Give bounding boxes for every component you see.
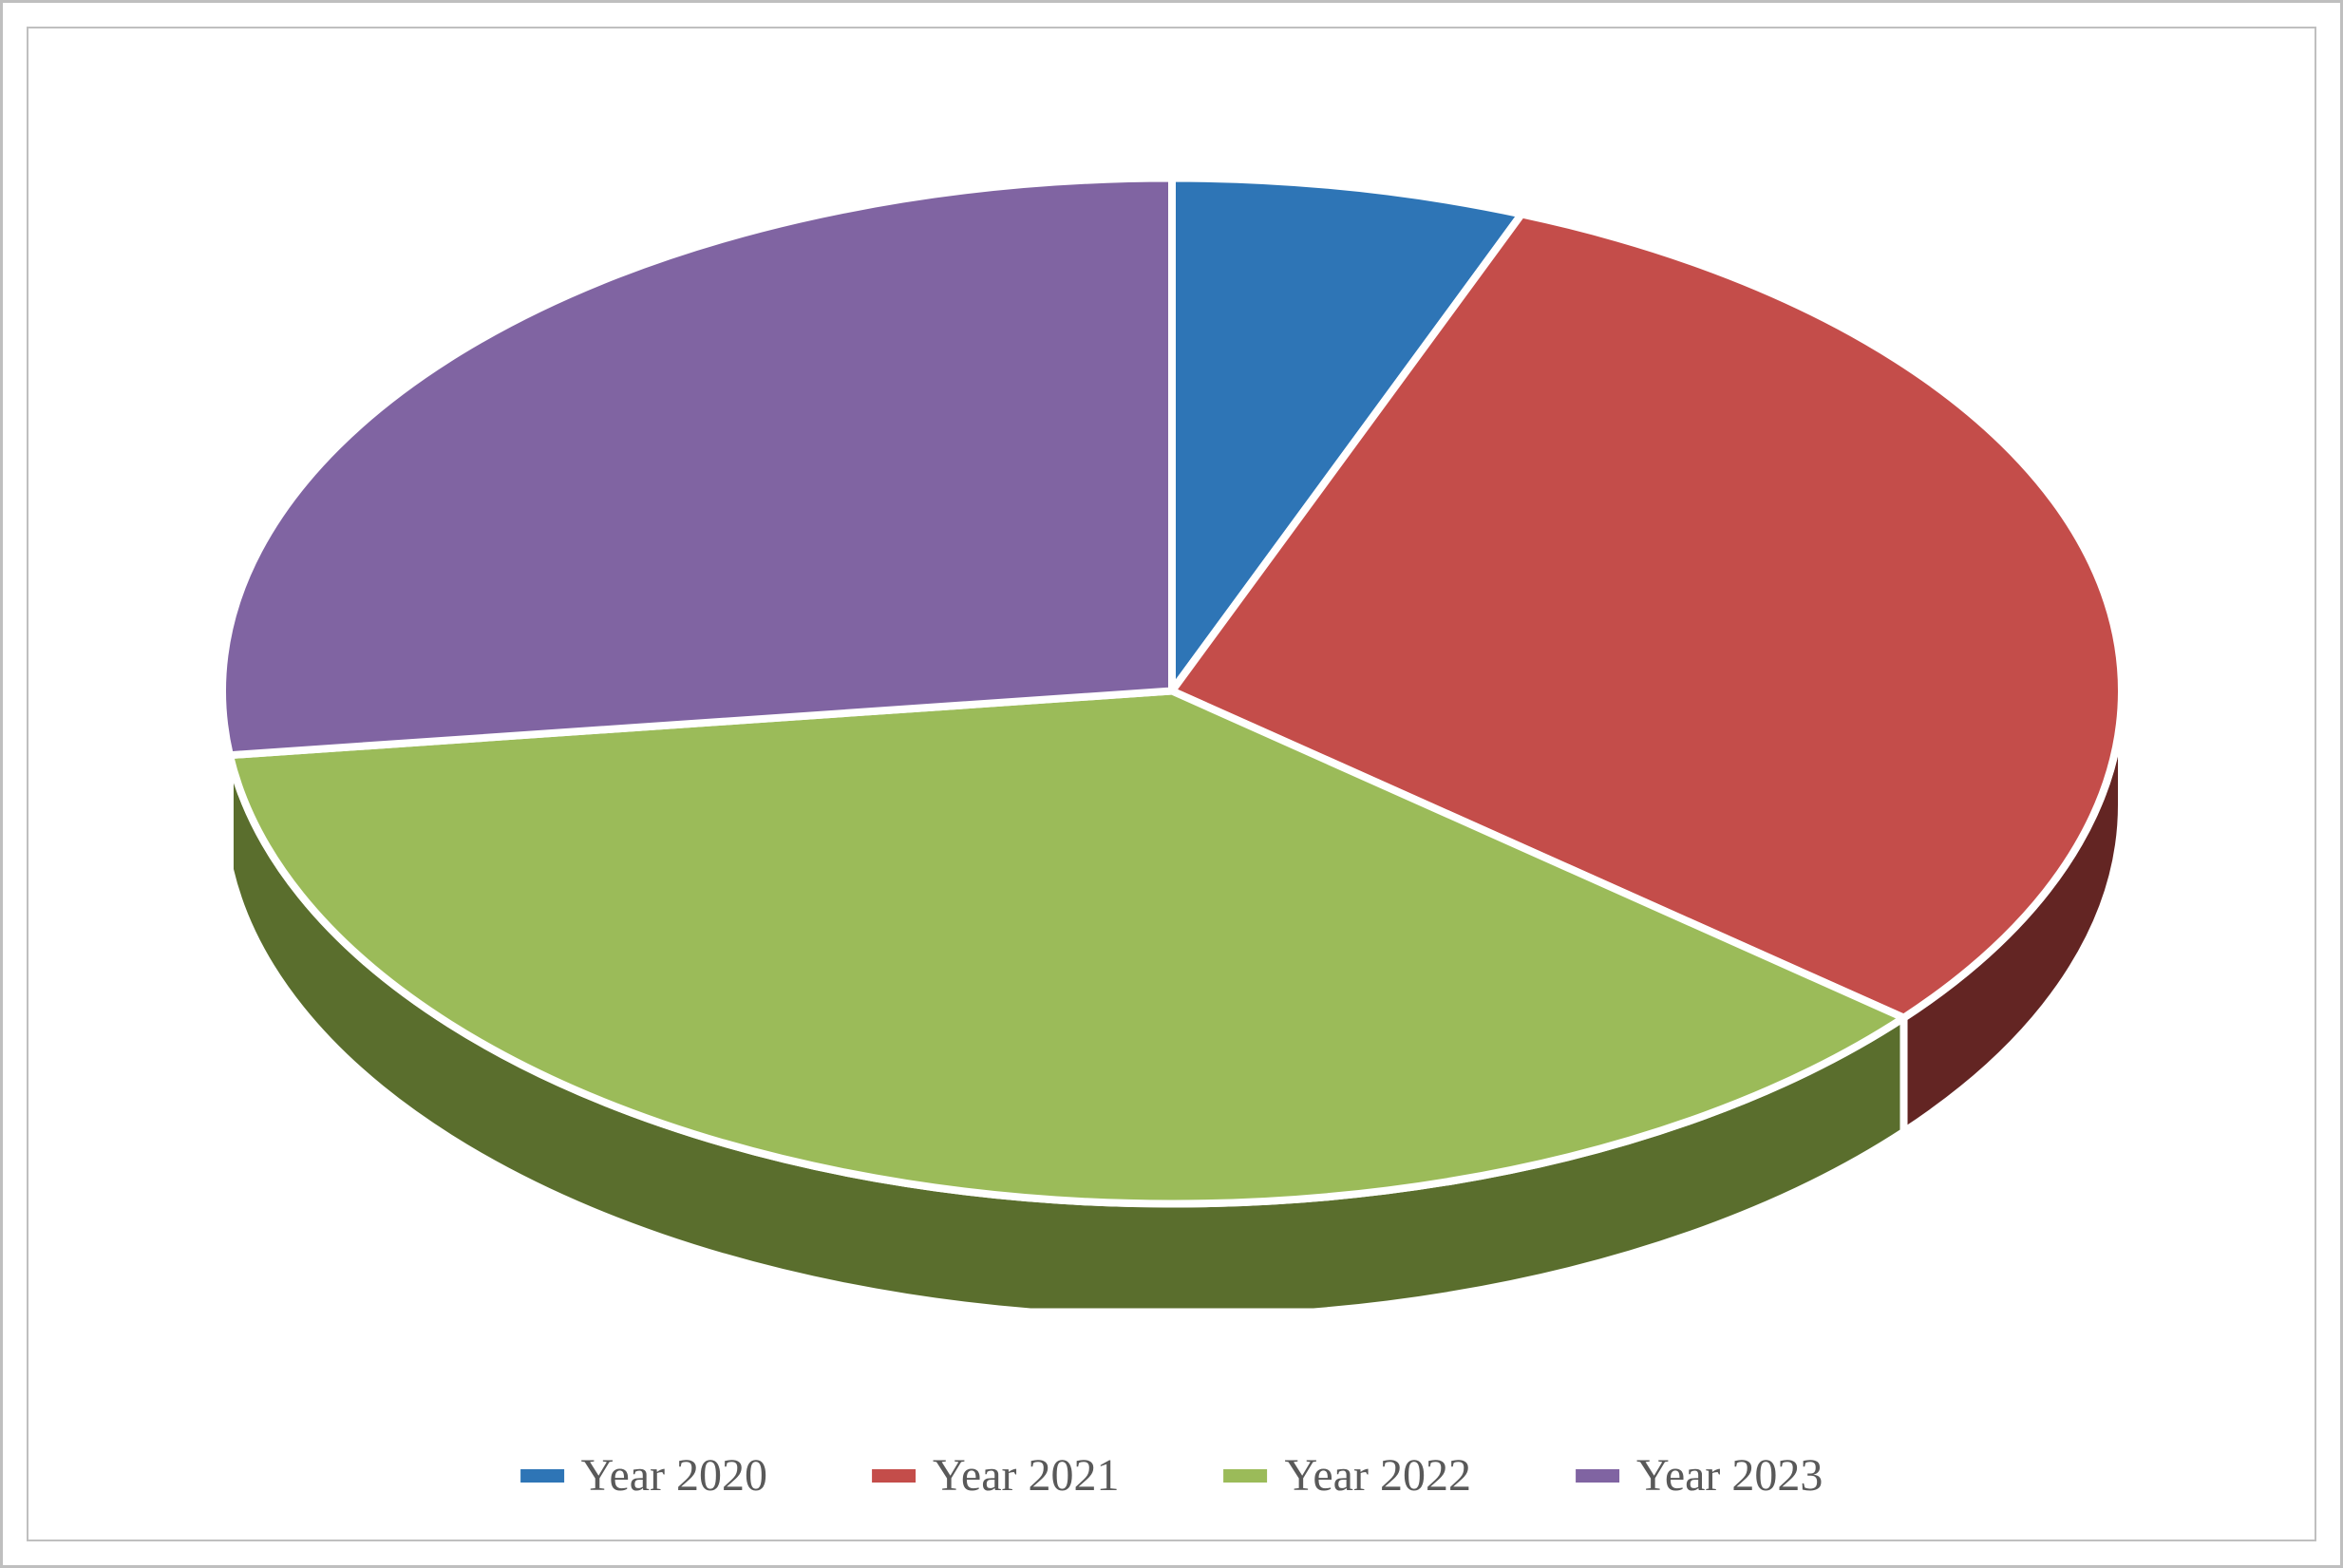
legend-item: Year 2021 [872,1449,1119,1502]
legend-label: Year 2020 [581,1449,767,1502]
legend-label: Year 2022 [1285,1449,1471,1502]
legend-swatch [872,1469,916,1483]
pie-svg [175,74,2169,1309]
legend-item: Year 2020 [520,1449,767,1502]
legend-item: Year 2022 [1224,1449,1471,1502]
legend-label: Year 2021 [933,1449,1119,1502]
legend-item: Year 2023 [1576,1449,1823,1502]
legend-swatch [520,1469,564,1483]
legend: Year 2020 Year 2021 Year 2022 Year 2023 [520,1449,1823,1502]
chart-frame: Year 2020 Year 2021 Year 2022 Year 2023 [0,0,2343,1568]
legend-swatch [1224,1469,1268,1483]
legend-swatch [1576,1469,1619,1483]
pie-chart [175,74,2169,1313]
pie-slice-top [221,179,1171,756]
plot-area: Year 2020 Year 2021 Year 2022 Year 2023 [27,27,2316,1541]
legend-label: Year 2023 [1636,1449,1823,1502]
